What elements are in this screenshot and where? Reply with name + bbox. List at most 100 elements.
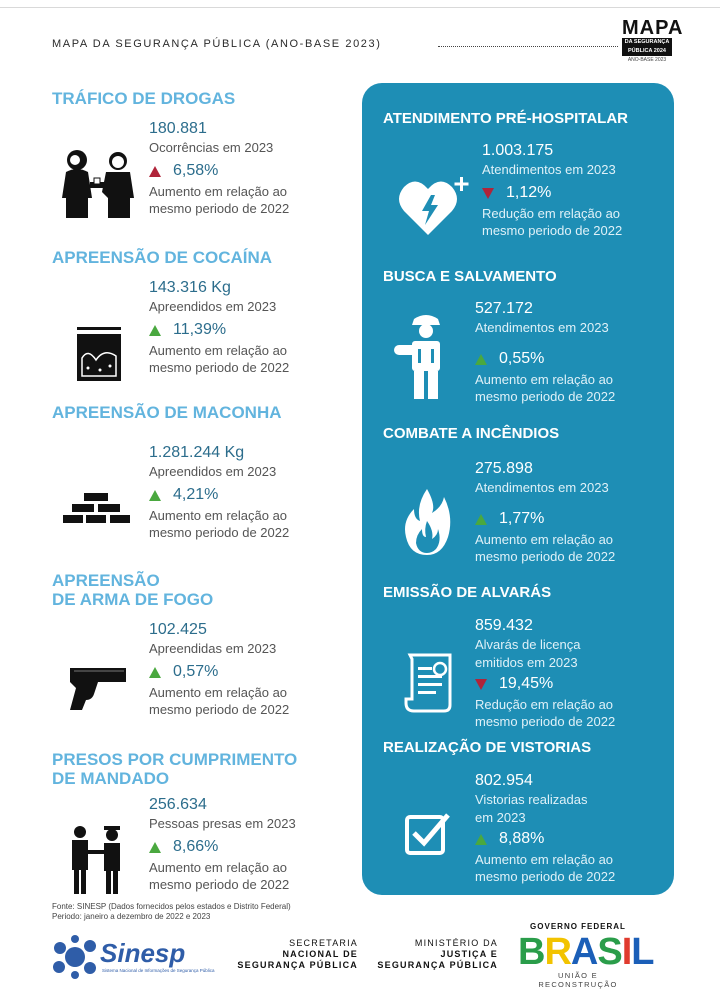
stat-note2: mesmo periodo de 2022 — [149, 524, 289, 541]
section-maconha: APREENSÃO DE MACONHA — [52, 403, 282, 422]
stat-desc: Atendimentos em 2023 — [482, 161, 622, 179]
stat-vistorias: 802.954 Vistorias realizadas em 2023 8,8… — [475, 771, 615, 885]
pistol-icon — [68, 666, 128, 712]
section-cocaina: APREENSÃO DE COCAÍNA — [52, 248, 272, 267]
mapa-logo-line1: DA SEGURANÇA — [622, 38, 672, 47]
stat-value: 859.432 — [475, 616, 615, 636]
trend-up-icon — [475, 514, 487, 525]
trend-up-icon — [475, 834, 487, 845]
stat-desc: Apreendidos em 2023 — [149, 463, 289, 481]
stat-note2: mesmo periodo de 2022 — [475, 548, 615, 565]
stat-pct: 8,66% — [173, 837, 218, 857]
mapa-logo-line2: PÚBLICA 2024 — [622, 47, 672, 56]
stat-value: 1.281.244 Kg — [149, 443, 289, 463]
stat-value: 802.954 — [475, 771, 615, 791]
top-rule — [0, 7, 720, 8]
section-trafico: TRÁFICO DE DROGAS — [52, 89, 235, 108]
mapa-logo-main: MAPA — [622, 18, 672, 38]
stat-pct: 0,57% — [173, 662, 218, 682]
stat-note1: Aumento em relação ao — [475, 851, 615, 868]
sinesp-logo: Sinesp Sistema Nacional de Informações d… — [52, 934, 222, 984]
stat-desc1: Alvarás de licença — [475, 636, 615, 654]
section-title-line2: DE MANDADO — [52, 769, 297, 788]
section-title-line1: PRESOS POR CUMPRIMENTO — [52, 750, 297, 769]
stat-value: 1.003.175 — [482, 141, 622, 161]
sinesp-subtitle: Sistema Nacional de Informações de Segur… — [102, 968, 215, 973]
senasp-line1: SECRETARIA — [232, 938, 358, 949]
trend-up-icon — [149, 490, 161, 501]
stat-desc: Apreendidas em 2023 — [149, 640, 289, 658]
stat-desc: Ocorrências em 2023 — [149, 139, 289, 157]
sinesp-wordmark: Sinesp — [100, 938, 185, 969]
stat-change: 1,77% — [475, 509, 615, 529]
stat-pct: 4,21% — [173, 485, 218, 505]
section-busca: BUSCA E SALVAMENTO — [383, 267, 557, 286]
senasp-logo: SECRETARIA NACIONAL DE SEGURANÇA PÚBLICA — [232, 938, 358, 971]
stat-note2: mesmo periodo de 2022 — [482, 222, 622, 239]
gov-subtitle: UNIÃO E RECONSTRUÇÃO — [518, 971, 638, 989]
stat-note2: mesmo periodo de 2022 — [149, 701, 289, 718]
stat-change: 0,57% — [149, 662, 289, 682]
stat-note1: Redução em relação ao — [482, 205, 622, 222]
stat-maconha: 1.281.244 Kg Apreendidos em 2023 4,21% A… — [149, 443, 289, 541]
header-dotted-leader — [438, 46, 618, 47]
stat-note1: Aumento em relação ao — [475, 531, 615, 548]
source-line2: Periodo: janeiro a dezembro de 2022 e 20… — [52, 912, 291, 922]
stat-change: 0,55% — [475, 349, 615, 369]
mapa-logo: MAPA DA SEGURANÇA PÚBLICA 2024 ANO-BASE … — [622, 18, 672, 63]
stat-note2: mesmo periodo de 2022 — [475, 713, 615, 730]
mjsp-line1: MINISTÉRIO DA — [370, 938, 498, 949]
stat-busca: 527.172 Atendimentos em 2023 0,55% Aumen… — [475, 299, 615, 405]
stat-change: 19,45% — [475, 674, 615, 694]
stat-arma: 102.425 Apreendidas em 2023 0,57% Aument… — [149, 620, 289, 718]
stat-note1: Aumento em relação ao — [149, 342, 289, 359]
heart-defibrillator-icon — [398, 171, 472, 239]
stat-note1: Aumento em relação ao — [149, 507, 289, 524]
governo-federal-logo: GOVERNO FEDERAL BRASIL UNIÃO E RECONSTRU… — [518, 922, 638, 989]
stat-value: 275.898 — [475, 459, 615, 479]
stat-pct: 6,58% — [173, 161, 218, 181]
stat-aph: 1.003.175 Atendimentos em 2023 1,12% Red… — [482, 141, 622, 239]
stat-pct: 19,45% — [499, 674, 553, 694]
stat-value: 180.881 — [149, 119, 289, 139]
stat-note2: mesmo periodo de 2022 — [149, 359, 289, 376]
cocaine-bag-icon — [76, 326, 122, 382]
stat-desc2: em 2023 — [475, 809, 615, 827]
trend-down-icon — [482, 188, 494, 199]
stat-pct: 11,39% — [173, 320, 226, 340]
stat-alvaras: 859.432 Alvarás de licença emitidos em 2… — [475, 616, 615, 730]
stat-change: 8,66% — [149, 837, 296, 857]
section-title: ATENDIMENTO PRÉ-HOSPITALAR — [383, 109, 628, 128]
drug-dealing-icon — [60, 148, 136, 222]
bricks-icon — [62, 492, 132, 524]
stat-change: 1,12% — [482, 183, 622, 203]
mapa-logo-sub: ANO-BASE 2023 — [622, 57, 672, 63]
stat-note2: mesmo periodo de 2022 — [149, 876, 296, 893]
section-title: COMBATE A INCÊNDIOS — [383, 424, 559, 443]
trend-up-red-icon — [149, 166, 161, 177]
section-aph: ATENDIMENTO PRÉ-HOSPITALAR — [383, 109, 628, 128]
stat-desc: Atendimentos em 2023 — [475, 479, 615, 497]
mjsp-line2: JUSTIÇA E — [370, 949, 498, 960]
mjsp-logo: MINISTÉRIO DA JUSTIÇA E SEGURANÇA PÚBLIC… — [370, 938, 498, 971]
stat-change: 6,58% — [149, 161, 289, 181]
stat-desc: Pessoas presas em 2023 — [149, 815, 296, 833]
stat-desc2: emitidos em 2023 — [475, 654, 615, 672]
section-title-line1: APREENSÃO — [52, 571, 213, 590]
trend-up-icon — [149, 325, 161, 336]
stat-note1: Aumento em relação ao — [149, 183, 289, 200]
stat-desc: Atendimentos em 2023 — [475, 319, 615, 337]
senasp-line2: NACIONAL DE — [232, 949, 358, 960]
section-title: REALIZAÇÃO DE VISTORIAS — [383, 738, 591, 757]
certificate-scroll-icon — [402, 649, 458, 713]
senasp-line3: SEGURANÇA PÚBLICA — [232, 960, 358, 971]
section-title: EMISSÃO DE ALVARÁS — [383, 583, 551, 602]
stat-cocaina: 143.316 Kg Apreendidos em 2023 11,39% Au… — [149, 278, 289, 376]
section-arma: APREENSÃO DE ARMA DE FOGO — [52, 571, 213, 609]
gov-brand: BRASIL — [518, 933, 638, 971]
stat-note1: Aumento em relação ao — [149, 859, 296, 876]
section-title: TRÁFICO DE DROGAS — [52, 89, 235, 108]
stat-desc1: Vistorias realizadas — [475, 791, 615, 809]
gov-title: GOVERNO FEDERAL — [518, 922, 638, 931]
stat-value: 527.172 — [475, 299, 615, 319]
